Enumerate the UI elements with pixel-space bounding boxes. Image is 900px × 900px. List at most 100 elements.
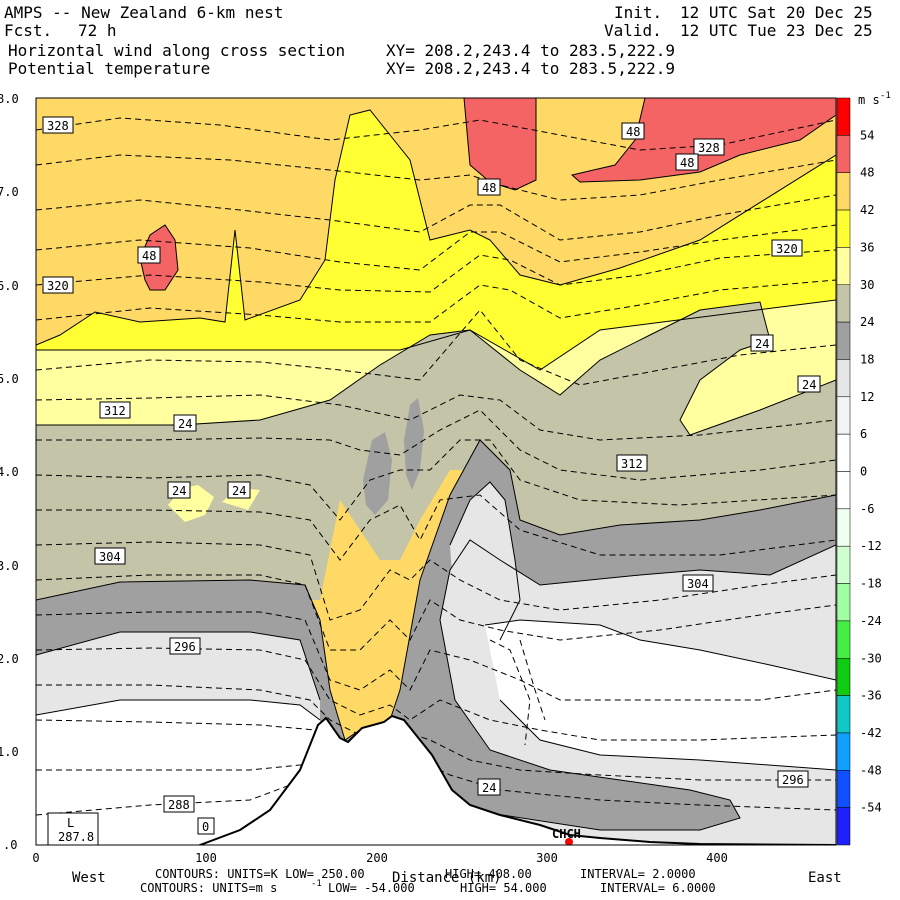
- colorbar-level-label: -6: [860, 502, 874, 516]
- colorbar-level-label: -42: [860, 726, 882, 740]
- y-tick-label: .0: [3, 838, 17, 852]
- min-box-letter: L: [67, 816, 74, 830]
- contour-footer: CONTOURS: UNITS=K LOW= 250.00 HIGH= 408.…: [140, 867, 716, 895]
- colorbar-box: [836, 284, 851, 323]
- colorbar-box: [836, 583, 851, 622]
- theta-label: 312: [621, 457, 643, 471]
- chch-label: CHCH: [552, 827, 581, 841]
- min-box-value: 287.8: [58, 830, 94, 844]
- colorbar-box: [836, 471, 851, 510]
- colorbar-level-label: 42: [860, 203, 874, 217]
- x-tick-label: 100: [195, 851, 217, 865]
- colorbar-level-label: 54: [860, 128, 874, 142]
- colorbar-units-exp: -1: [880, 91, 891, 101]
- theta-label: 304: [687, 577, 709, 591]
- x-tick-label: 0: [32, 851, 39, 865]
- theta-label: 328: [47, 119, 69, 133]
- colorbar-level-label: 30: [860, 278, 874, 292]
- xy-range-1: XY= 208.2,243.4 to 283.5,222.9: [386, 41, 675, 60]
- colorbar-level-label: 12: [860, 390, 874, 404]
- theta-label: 296: [782, 773, 804, 787]
- colorbar-level-label: 24: [860, 315, 874, 329]
- colorbar-level-label: -12: [860, 539, 882, 553]
- footer-theta-high-val: 408.00: [488, 867, 531, 881]
- x-tick-label: 300: [536, 851, 558, 865]
- x-end-west: West: [72, 870, 106, 886]
- field-theta: Potential temperature: [8, 59, 211, 78]
- colorbar-box: [836, 396, 851, 435]
- wind-fill-12-blob-2: [404, 398, 424, 490]
- colorbar-level-label: 36: [860, 240, 874, 254]
- colorbar-box: [836, 97, 851, 136]
- footer-wind-units-exp: -1: [311, 879, 322, 889]
- colorbar: 54 48 42 36 30 24 18 12 6 0 -6 -12 -18 -24 -30 -36 -42 -4…: [836, 91, 891, 846]
- colorbar-box: [836, 770, 851, 808]
- y-tick-label: 8.0: [0, 92, 19, 106]
- footer-wind-units: UNITS=m s: [212, 881, 277, 895]
- colorbar-level-label: 48: [860, 166, 874, 180]
- y-tick-label: 6.0: [0, 279, 19, 293]
- footer-wind-high: HIGH=: [460, 881, 496, 895]
- y-tick-label: 2.0: [0, 652, 19, 666]
- colorbar-box: [836, 247, 851, 285]
- colorbar-box: [836, 508, 851, 547]
- contour-labels: 328 328 320 320 312 312 304 304 296 296 …: [42, 116, 821, 846]
- colorbar-box: [836, 359, 851, 398]
- wind-fill-core: [450, 482, 520, 660]
- colorbar-box: [836, 620, 851, 659]
- plot-area: [36, 98, 836, 845]
- colorbar-level-label: -18: [860, 577, 882, 591]
- theta-label: 328: [698, 141, 720, 155]
- colorbar-level-label: -30: [860, 651, 882, 665]
- colorbar-box: [836, 807, 851, 846]
- chch-marker-dot: [565, 838, 573, 845]
- colorbar-level-label: -24: [860, 614, 882, 628]
- wind-fill-30-tongue: [672, 330, 836, 435]
- wind-label: 24: [755, 337, 769, 351]
- wind-label: 24: [482, 781, 496, 795]
- wind-fill-0-white-east: [485, 620, 836, 770]
- footer-theta-interval: INTERVAL=: [580, 867, 645, 881]
- y-tick-label: 1.0: [0, 745, 19, 759]
- footer-wind-interval-val: 6.0000: [672, 881, 715, 895]
- colorbar-labels: 54 48 42 36 30 24 18 12 6 0 -6 -12 -18 -24 -30 -36 -42 -4…: [860, 128, 882, 814]
- init-label: Init.: [614, 3, 663, 22]
- colorbar-level-label: -54: [860, 801, 882, 815]
- wind-fill-36-yellow: [36, 110, 836, 370]
- colorbar-box: [836, 135, 851, 173]
- svg-text:INTERVAL= 2.0000: INTERVAL= 2.0000: [580, 867, 696, 881]
- xy-range-2: XY= 208.2,243.4 to 283.5,222.9: [386, 59, 675, 78]
- colorbar-box: [836, 209, 851, 248]
- svg-text:HIGH= 54.000: HIGH= 54.000: [460, 881, 547, 895]
- x-end-east: East: [808, 870, 842, 886]
- wind-label: 48: [482, 181, 496, 195]
- y-axis: 8.0 7.0 6.0 5.0 4.0 3.0 2.0 1.0 .0: [0, 92, 19, 852]
- footer-wind-label: CONTOURS:: [140, 881, 205, 895]
- footer-theta-low-val: 250.00: [321, 867, 364, 881]
- svg-text:LOW= -54.000: LOW= -54.000: [328, 881, 415, 895]
- colorbar-box: [836, 732, 851, 771]
- wind-label: 24: [232, 484, 246, 498]
- forecast-hours: 72 h: [78, 21, 117, 40]
- forecast-label: Fcst.: [4, 21, 53, 40]
- theta-label: 304: [99, 550, 121, 564]
- colorbar-box: [836, 545, 851, 584]
- colorbar-box: [836, 321, 851, 360]
- colorbar-level-label: -48: [860, 763, 882, 777]
- theta-label: 288: [168, 798, 190, 812]
- colorbar-boxes: [836, 97, 851, 846]
- colorbar-level-label: 0: [860, 465, 867, 479]
- valid-label: Valid.: [604, 21, 662, 40]
- theta-label: 312: [104, 404, 126, 418]
- footer-theta-units: UNITS=K: [227, 867, 278, 881]
- theta-contours: [36, 117, 836, 816]
- footer-theta-low: LOW=: [285, 867, 314, 881]
- wind-label: 24: [178, 417, 192, 431]
- colorbar-units: m s: [858, 93, 880, 107]
- field-wind: Horizontal wind along cross section: [8, 41, 346, 60]
- wind-label: 0: [202, 820, 209, 834]
- x-axis-label: Distance (km): [392, 870, 502, 886]
- theta-label: 320: [776, 242, 798, 256]
- colorbar-box: [836, 433, 851, 472]
